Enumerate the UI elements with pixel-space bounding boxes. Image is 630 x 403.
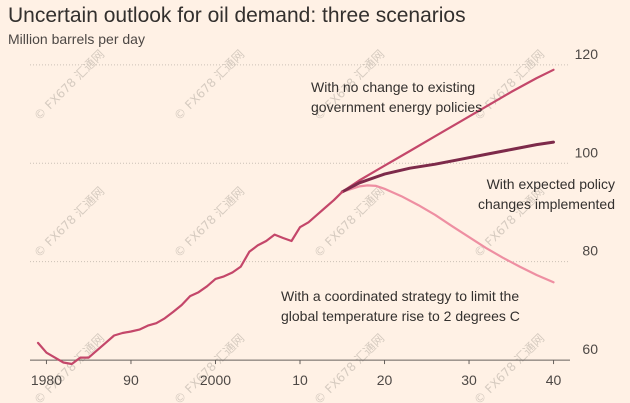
series-line-1 <box>341 68 555 193</box>
annotation-label: government energy policies <box>311 99 482 115</box>
x-tick-label: 1980 <box>31 372 62 388</box>
watermark-text: © FX678 汇通网 <box>171 331 247 403</box>
watermark-text: © FX678 汇通网 <box>31 331 107 403</box>
y-tick-label: 80 <box>582 243 598 259</box>
x-tick-label: 20 <box>377 372 393 388</box>
watermark-text: © FX678 汇通网 <box>31 47 107 123</box>
tick-labels: 60 80 100 120 1980 90 2000 10 20 30 40 <box>31 46 598 388</box>
annotation-label: With a coordinated strategy to limit the <box>281 288 519 304</box>
x-tick-label: 40 <box>546 372 562 388</box>
y-tick-label: 120 <box>575 46 599 62</box>
x-tick-label: 90 <box>123 372 139 388</box>
series-line-0 <box>36 190 344 366</box>
y-tick-label: 100 <box>575 144 599 160</box>
y-axis-unit-label: Million barrels per day <box>8 31 145 47</box>
annotation-label: global temperature rise to 2 degrees C <box>281 308 520 324</box>
watermark-text: © FX678 汇通网 <box>171 184 247 260</box>
series-line-2 <box>340 140 555 194</box>
watermark-text: © FX678 汇通网 <box>171 47 247 123</box>
series-line-3 <box>341 184 555 284</box>
chart-title: Uncertain outlook for oil demand: three … <box>8 4 466 27</box>
y-tick-label: 60 <box>582 341 598 357</box>
series-lines <box>36 68 555 366</box>
annotation-label: With no change to existing <box>311 79 475 95</box>
watermark-text: © FX678 汇通网 <box>311 184 387 260</box>
watermark-text: © FX678 汇通网 <box>471 331 547 403</box>
watermark-text: © FX678 汇通网 <box>311 331 387 403</box>
watermark-text: © FX678 汇通网 <box>471 47 547 123</box>
annotation-label: changes implemented <box>478 196 615 212</box>
annotations: With no change to existing government ene… <box>281 79 615 324</box>
annotation-label: With expected policy <box>487 176 615 192</box>
x-tick-label: 30 <box>461 372 477 388</box>
gridlines <box>30 64 570 365</box>
x-tick-label: 10 <box>292 372 308 388</box>
watermark-text: © FX678 汇通网 <box>31 184 107 260</box>
x-tick-label: 2000 <box>200 372 231 388</box>
